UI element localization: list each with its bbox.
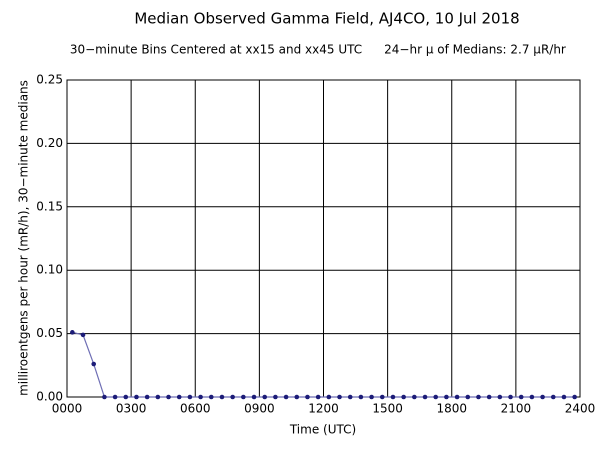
point <box>187 394 193 400</box>
point <box>476 394 481 400</box>
point <box>337 394 342 400</box>
point <box>369 394 374 400</box>
x-tick-label: 0600 <box>180 402 211 416</box>
point <box>294 394 300 400</box>
point <box>529 394 535 400</box>
y-tick-label: 0.10 <box>36 263 63 277</box>
point <box>315 394 321 400</box>
point <box>102 394 107 400</box>
point <box>134 394 139 400</box>
point <box>123 394 129 400</box>
point <box>412 394 417 400</box>
point <box>176 394 182 400</box>
y-tick-label: 0.00 <box>36 390 63 404</box>
x-tick-label: 1500 <box>372 402 403 416</box>
point <box>112 394 118 400</box>
point <box>219 394 225 400</box>
point <box>379 394 385 400</box>
point <box>465 394 471 400</box>
x-tick-label: 2400 <box>565 402 596 416</box>
point <box>230 394 235 400</box>
point <box>518 394 524 400</box>
point <box>433 394 439 400</box>
y-tick-label: 0.25 <box>36 73 63 87</box>
x-tick-label: 2100 <box>501 402 532 416</box>
point <box>401 394 406 400</box>
y-tick-label: 0.05 <box>36 326 63 340</box>
point <box>198 394 203 400</box>
point <box>283 394 289 400</box>
subtitle: 30−minute Bins Centered at xx15 and xx45… <box>70 43 362 57</box>
point <box>144 394 150 400</box>
point <box>166 394 171 400</box>
x-tick-label: 1800 <box>436 402 467 416</box>
point <box>326 394 332 400</box>
point <box>454 394 460 400</box>
point <box>422 394 428 400</box>
point <box>444 394 449 400</box>
point <box>91 361 97 367</box>
point <box>262 394 268 400</box>
point <box>497 394 503 400</box>
y-tick-label: 0.15 <box>36 199 63 213</box>
point <box>561 394 567 400</box>
point <box>347 394 353 400</box>
x-tick-label: 1200 <box>308 402 339 416</box>
point <box>358 394 364 400</box>
point <box>572 394 577 400</box>
chart-title: Median Observed Gamma Field, AJ4CO, 10 J… <box>134 10 519 28</box>
x-axis-label: Time (UTC) <box>289 423 356 437</box>
point <box>251 394 257 400</box>
annotation: 24−hr μ of Medians: 2.7 μR/hr <box>384 43 566 57</box>
point <box>70 330 75 335</box>
point <box>273 394 278 400</box>
point <box>390 394 396 400</box>
x-tick-label: 0000 <box>52 402 83 416</box>
point <box>508 394 513 400</box>
point <box>305 394 310 400</box>
point <box>540 394 545 400</box>
point <box>241 394 246 400</box>
point <box>486 394 492 400</box>
y-tick-label: 0.20 <box>36 136 63 150</box>
point <box>550 394 556 400</box>
x-tick-label: 0300 <box>116 402 147 416</box>
point <box>155 394 161 400</box>
x-tick-label: 0900 <box>244 402 275 416</box>
y-axis-label: milliroentgens per hour (mR/h), 30−minut… <box>17 80 31 396</box>
point <box>208 394 214 400</box>
point <box>80 332 86 338</box>
